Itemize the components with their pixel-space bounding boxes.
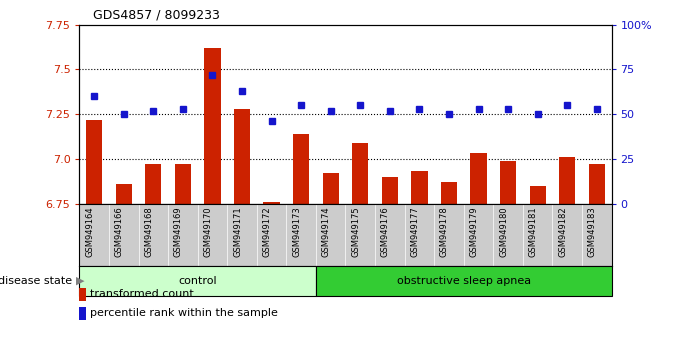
Bar — [205, 48, 220, 204]
Text: ▶: ▶ — [76, 275, 84, 286]
Text: GSM949172: GSM949172 — [263, 207, 272, 257]
Bar — [471, 154, 486, 204]
Bar — [86, 120, 102, 204]
Bar — [79, 307, 86, 320]
Text: transformed count: transformed count — [90, 289, 194, 299]
Text: GSM949181: GSM949181 — [529, 207, 538, 257]
Text: GSM949174: GSM949174 — [322, 207, 331, 257]
Text: GSM949170: GSM949170 — [203, 207, 212, 257]
Text: obstructive sleep apnea: obstructive sleep apnea — [397, 275, 531, 286]
Text: GSM949175: GSM949175 — [351, 207, 360, 257]
Text: GSM949176: GSM949176 — [381, 207, 390, 257]
Bar — [559, 157, 576, 204]
Text: GSM949164: GSM949164 — [85, 207, 94, 257]
Text: GSM949179: GSM949179 — [469, 207, 478, 257]
Text: GDS4857 / 8099233: GDS4857 / 8099233 — [93, 8, 220, 21]
Bar — [411, 171, 428, 204]
Bar — [175, 164, 191, 204]
Bar — [381, 177, 398, 204]
Bar — [234, 109, 250, 204]
Text: GSM949180: GSM949180 — [499, 207, 508, 257]
Bar — [263, 202, 280, 204]
Text: control: control — [178, 275, 217, 286]
Text: GSM949177: GSM949177 — [410, 207, 419, 257]
Bar — [589, 164, 605, 204]
Bar — [316, 266, 612, 296]
Text: percentile rank within the sample: percentile rank within the sample — [90, 308, 278, 318]
Bar — [352, 143, 368, 204]
Bar — [293, 134, 310, 204]
Text: GSM949178: GSM949178 — [440, 207, 449, 257]
Bar — [441, 182, 457, 204]
Text: GSM949168: GSM949168 — [144, 207, 153, 257]
Text: GSM949166: GSM949166 — [115, 207, 124, 257]
Bar — [145, 164, 162, 204]
Bar — [115, 184, 132, 204]
Bar — [500, 161, 516, 204]
Text: GSM949182: GSM949182 — [558, 207, 567, 257]
Text: GSM949173: GSM949173 — [292, 207, 301, 257]
Text: GSM949169: GSM949169 — [174, 207, 183, 257]
Text: GSM949171: GSM949171 — [233, 207, 242, 257]
Text: disease state: disease state — [0, 275, 73, 286]
Bar — [529, 185, 546, 204]
Bar — [323, 173, 339, 204]
Text: GSM949183: GSM949183 — [588, 207, 597, 257]
Bar — [79, 266, 316, 296]
Bar — [79, 288, 86, 301]
